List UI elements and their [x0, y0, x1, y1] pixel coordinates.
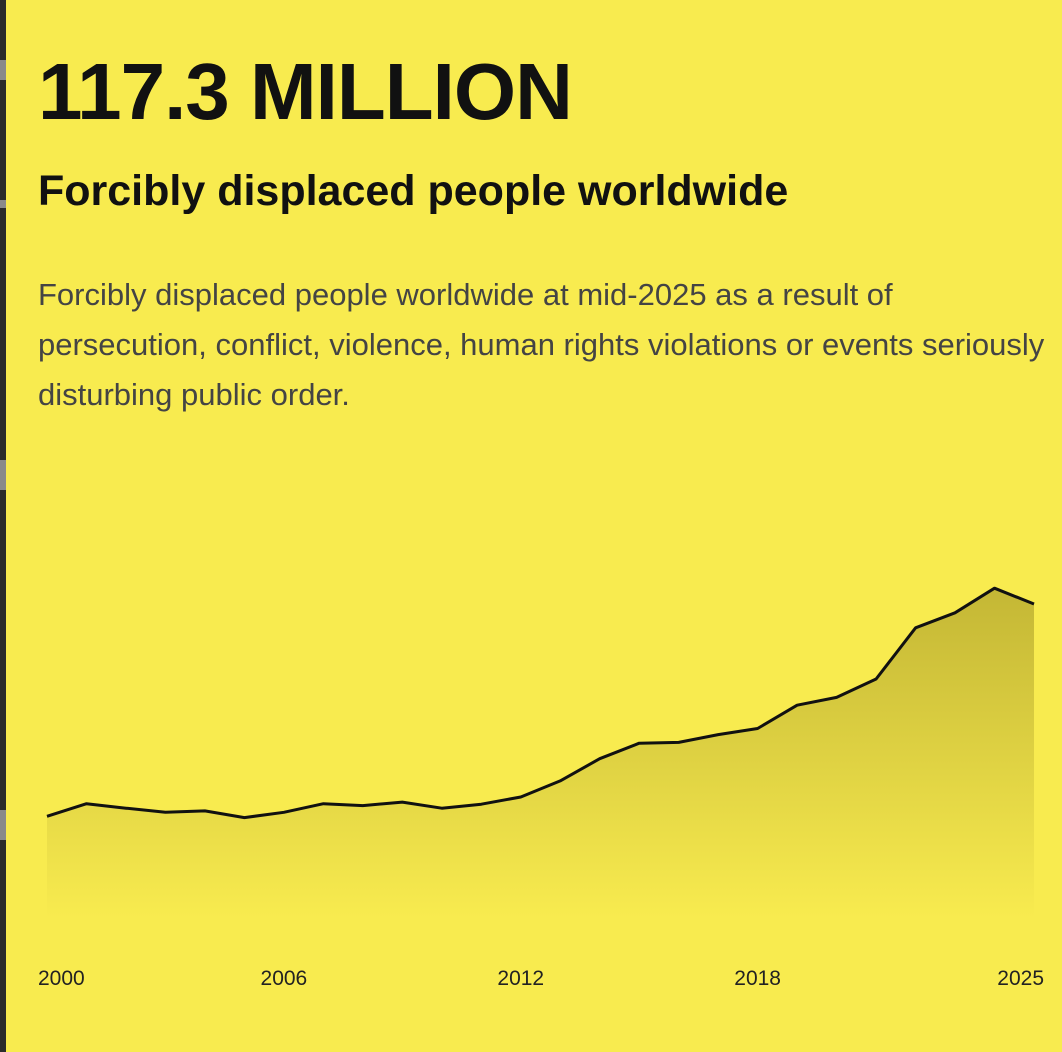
data-point-2007	[321, 802, 325, 806]
data-point-2017	[716, 733, 720, 737]
data-point-2024	[993, 586, 997, 590]
displacement-area-chart: 2000 2006 2012 2018 2025	[38, 586, 1044, 990]
data-point-2018	[756, 726, 760, 730]
data-point-2012	[519, 795, 523, 799]
data-point-2025	[1032, 602, 1036, 606]
headline-value: 117.3 MILLION	[38, 47, 573, 136]
data-point-2001	[84, 802, 88, 806]
data-point-2011	[479, 802, 483, 806]
data-point-2016	[677, 740, 681, 744]
data-point-2006	[282, 810, 286, 814]
x-tick-label-2025: 2025	[997, 967, 1044, 990]
x-tick-label-2018: 2018	[734, 967, 781, 990]
area-fill	[47, 588, 1034, 918]
data-point-2023	[953, 611, 957, 615]
window-edge	[0, 0, 6, 1052]
data-point-2022	[914, 626, 918, 630]
x-tick-label-2000: 2000	[38, 967, 85, 990]
data-point-2005	[242, 816, 246, 820]
data-point-2008	[361, 804, 365, 808]
data-point-2020	[835, 695, 839, 699]
data-point-2019	[795, 703, 799, 707]
x-tick-label-2012: 2012	[497, 967, 544, 990]
data-point-2004	[203, 809, 207, 813]
data-point-2015	[637, 741, 641, 745]
data-point-2013	[558, 779, 562, 783]
headline-description: Forcibly displaced people worldwide at m…	[38, 277, 1045, 412]
x-tick-label-2006: 2006	[261, 967, 308, 990]
data-point-2021	[874, 677, 878, 681]
series-line	[46, 586, 1035, 820]
headline-subtitle: Forcibly displaced people worldwide	[38, 167, 789, 215]
data-point-2010	[440, 806, 444, 810]
data-point-2009	[400, 800, 404, 804]
data-point-2003	[163, 810, 167, 814]
data-point-2000	[45, 814, 49, 818]
data-point-2002	[124, 806, 128, 810]
data-point-2014	[598, 757, 602, 761]
